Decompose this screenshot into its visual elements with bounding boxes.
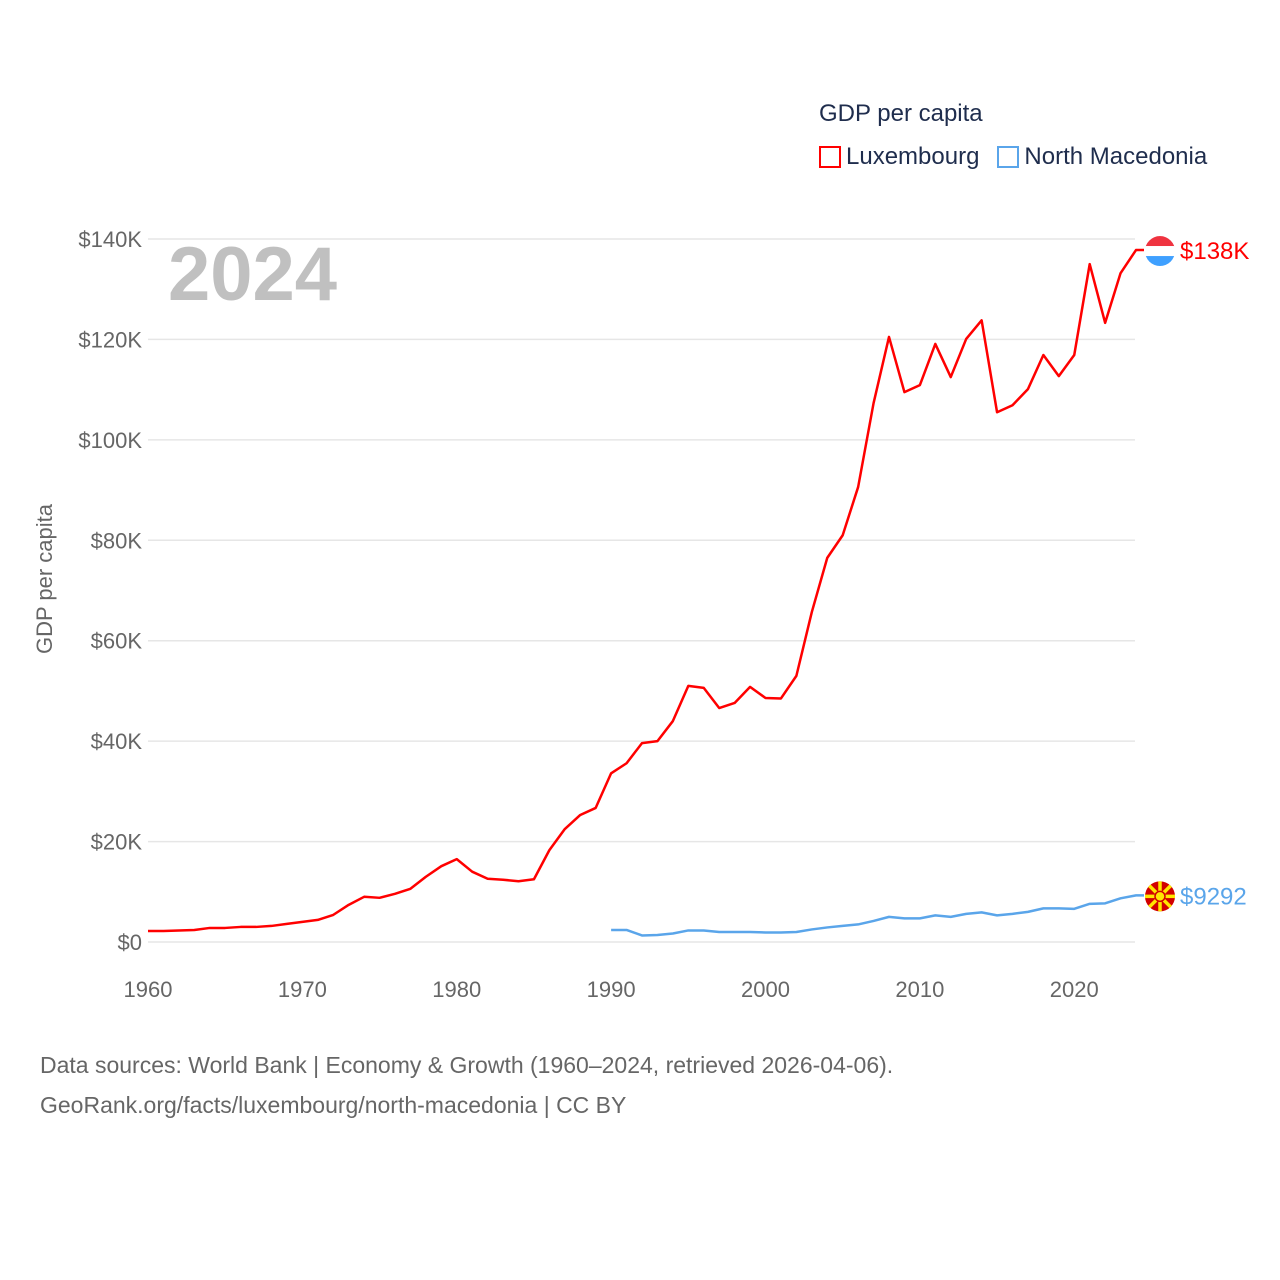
- y-tick-label: $0: [118, 930, 142, 955]
- x-tick-label: 2010: [895, 977, 944, 1002]
- legend-item-luxembourg[interactable]: Luxembourg: [819, 143, 979, 171]
- legend-item-north-macedonia[interactable]: North Macedonia: [997, 143, 1207, 171]
- north-macedonia-flag-icon: [1145, 881, 1175, 912]
- luxembourg-flag-icon: [1145, 236, 1175, 267]
- y-tick-label: $120K: [78, 327, 142, 352]
- y-tick-label: $100K: [78, 428, 142, 453]
- year-label: 2024: [168, 232, 337, 317]
- legend-title: GDP per capita: [819, 100, 983, 127]
- legend-swatch-north-macedonia: [997, 146, 1020, 168]
- series-line-luxembourg: [148, 248, 1144, 933]
- legend-label: Luxembourg: [846, 143, 980, 170]
- y-tick-label: $40K: [91, 729, 143, 754]
- legend-swatch-luxembourg: [819, 146, 841, 168]
- x-tick-label: 2020: [1050, 977, 1099, 1002]
- x-tick-label: 1990: [587, 977, 636, 1002]
- end-value-label: $138K: [1180, 238, 1249, 265]
- legend: Luxembourg North Macedonia: [819, 143, 1207, 171]
- x-tick-label: 1960: [124, 977, 173, 1002]
- data-sources: Data sources: World Bank | Economy & Gro…: [40, 1052, 894, 1078]
- footer: Data sources: World Bank | Economy & Gro…: [40, 1045, 893, 1125]
- y-tick-label: $60K: [91, 629, 143, 654]
- series-line-north-macedonia: [611, 894, 1144, 937]
- y-tick-label: $140K: [78, 227, 142, 252]
- x-tick-label: 1970: [278, 977, 327, 1002]
- y-tick-label: $80K: [91, 528, 143, 553]
- source-link[interactable]: GeoRank.org/facts/luxembourg/north-maced…: [40, 1092, 627, 1118]
- x-tick-label: 1980: [432, 977, 481, 1002]
- y-axis-title: GDP per capita: [32, 503, 57, 654]
- legend-label: North Macedonia: [1024, 143, 1208, 170]
- end-value-label: $9292: [1180, 883, 1247, 910]
- y-tick-label: $20K: [91, 830, 143, 855]
- x-tick-label: 2000: [741, 977, 790, 1002]
